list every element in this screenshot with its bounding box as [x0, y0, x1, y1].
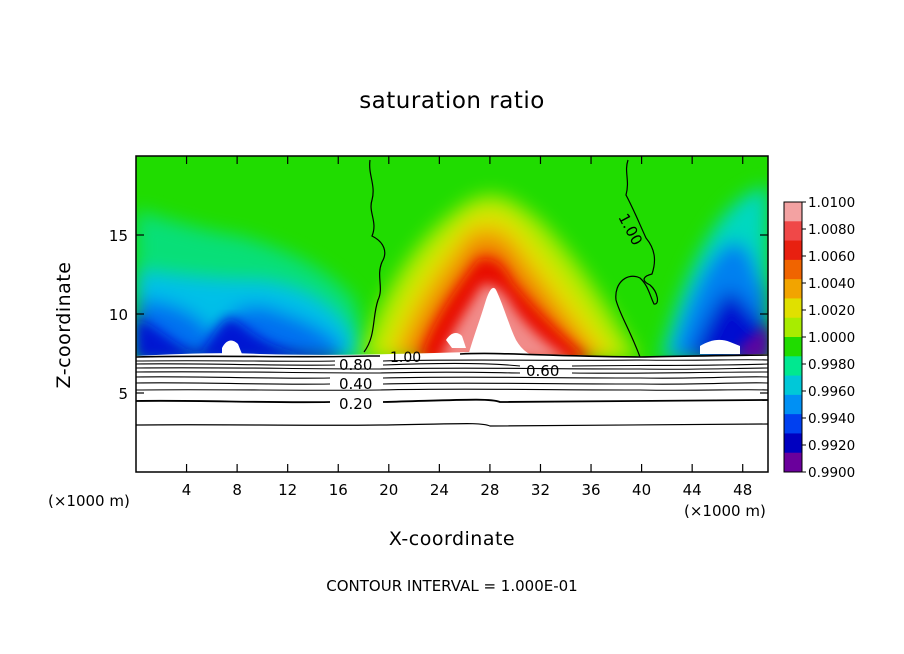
- contour-0.40: [136, 382, 768, 385]
- x-tick-label-16: 16: [329, 481, 348, 499]
- colorbar-label-8: 0.9940: [808, 411, 855, 427]
- colorbar-band-12: [784, 433, 802, 454]
- colorbar-band-3: [784, 259, 802, 280]
- contour-1.00-left: [363, 159, 386, 353]
- x-axis-label: X-coordinate: [388, 528, 516, 550]
- colorbar-band-10: [784, 394, 802, 415]
- colorbar-label-5: 1.0000: [808, 330, 855, 346]
- colorbar-band-8: [784, 356, 802, 377]
- contour-0.90: [136, 359, 768, 362]
- colorbar-label-0: 1.0100: [808, 195, 855, 211]
- colorbar-label-1: 1.0080: [808, 222, 855, 238]
- contour-0.50: [136, 376, 768, 379]
- contour-label-1.00-base: 1.00: [390, 350, 421, 366]
- contour-label-0.20: 0.20: [339, 395, 372, 413]
- field-lower-blank: [136, 352, 768, 472]
- saturation-field: [136, 156, 768, 472]
- colorbar-band-9: [784, 375, 802, 396]
- contour-0.20: [136, 398, 768, 404]
- x-tick-label-20: 20: [379, 481, 398, 499]
- x-unit-left: (×1000 m): [48, 492, 130, 510]
- y-tick-label-10: 10: [109, 306, 128, 324]
- contour-0.80: [136, 362, 768, 367]
- field-left-low-region: [136, 210, 370, 360]
- x-tick-label-8: 8: [232, 481, 242, 499]
- contour-label-0.60: 0.60: [526, 362, 559, 380]
- x-tick-label-36: 36: [581, 481, 600, 499]
- contour-label-0.80: 0.80: [339, 356, 372, 374]
- colorbar-label-4: 1.0020: [808, 303, 855, 319]
- y-axis: 5 10 15: [109, 227, 768, 403]
- contour-1.00-right: [615, 159, 659, 358]
- colorbar-band-13: [784, 452, 802, 473]
- contour-0.30: [136, 388, 768, 391]
- field-blank-right-bump: [700, 339, 740, 354]
- x-axis: 4 8 12 16 20 24 28 32 36 40 44 48: [182, 156, 752, 499]
- y-tick-label-5: 5: [118, 385, 128, 403]
- colorbar-label-7: 0.9960: [808, 384, 855, 400]
- x-tick-label-32: 32: [531, 481, 550, 499]
- contour-lines: [136, 159, 768, 427]
- y-tick-label-15: 15: [109, 227, 128, 245]
- y-axis-label: Z-coordinate: [53, 261, 75, 389]
- chart-title: saturation ratio: [359, 88, 545, 114]
- contour-interval-note: CONTOUR INTERVAL = 1.000E-01: [326, 577, 578, 595]
- field-blank-left-bump: [222, 340, 242, 354]
- contour-label-0.40: 0.40: [339, 375, 372, 393]
- colorbar-band-0: [784, 202, 802, 222]
- x-tick-label-44: 44: [683, 481, 702, 499]
- contour-1.00-base: [136, 352, 768, 358]
- x-tick-label-48: 48: [733, 481, 752, 499]
- x-tick-label-12: 12: [278, 481, 297, 499]
- x-tick-label-4: 4: [182, 481, 192, 499]
- x-unit-right: (×1000 m): [684, 502, 766, 520]
- contour-0.60: [136, 371, 768, 374]
- field-right-purple-region: [740, 326, 768, 360]
- colorbar-band-4: [784, 279, 802, 299]
- field-left-dark-region: [136, 318, 340, 360]
- x-tick-label-24: 24: [430, 481, 449, 499]
- colorbar-band-11: [784, 414, 802, 434]
- x-tick-label-40: 40: [632, 481, 651, 499]
- colorbar-band-5: [784, 298, 802, 319]
- x-tick-label-28: 28: [480, 481, 499, 499]
- colorbar-label-6: 0.9980: [808, 357, 855, 373]
- contour-0.70: [136, 367, 768, 370]
- colorbar-label-10: 0.9900: [808, 465, 855, 481]
- field-blank-central: [468, 287, 535, 356]
- colorbar-band-1: [784, 221, 802, 242]
- colorbar-band-2: [784, 240, 802, 261]
- colorbar-label-2: 1.0060: [808, 249, 855, 265]
- colorbar-band-6: [784, 317, 802, 338]
- field-blank-left-core: [446, 333, 466, 348]
- colorbar: 1.0100 1.0080 1.0060 1.0040 1.0020 1.0000 0.99…: [783, 195, 855, 481]
- colorbar-label-3: 1.0040: [808, 276, 855, 292]
- field-right-low-region: [660, 186, 768, 360]
- colorbar-label-9: 0.9920: [808, 438, 855, 454]
- contour-0.10: [136, 423, 768, 427]
- colorbar-band-7: [784, 337, 802, 357]
